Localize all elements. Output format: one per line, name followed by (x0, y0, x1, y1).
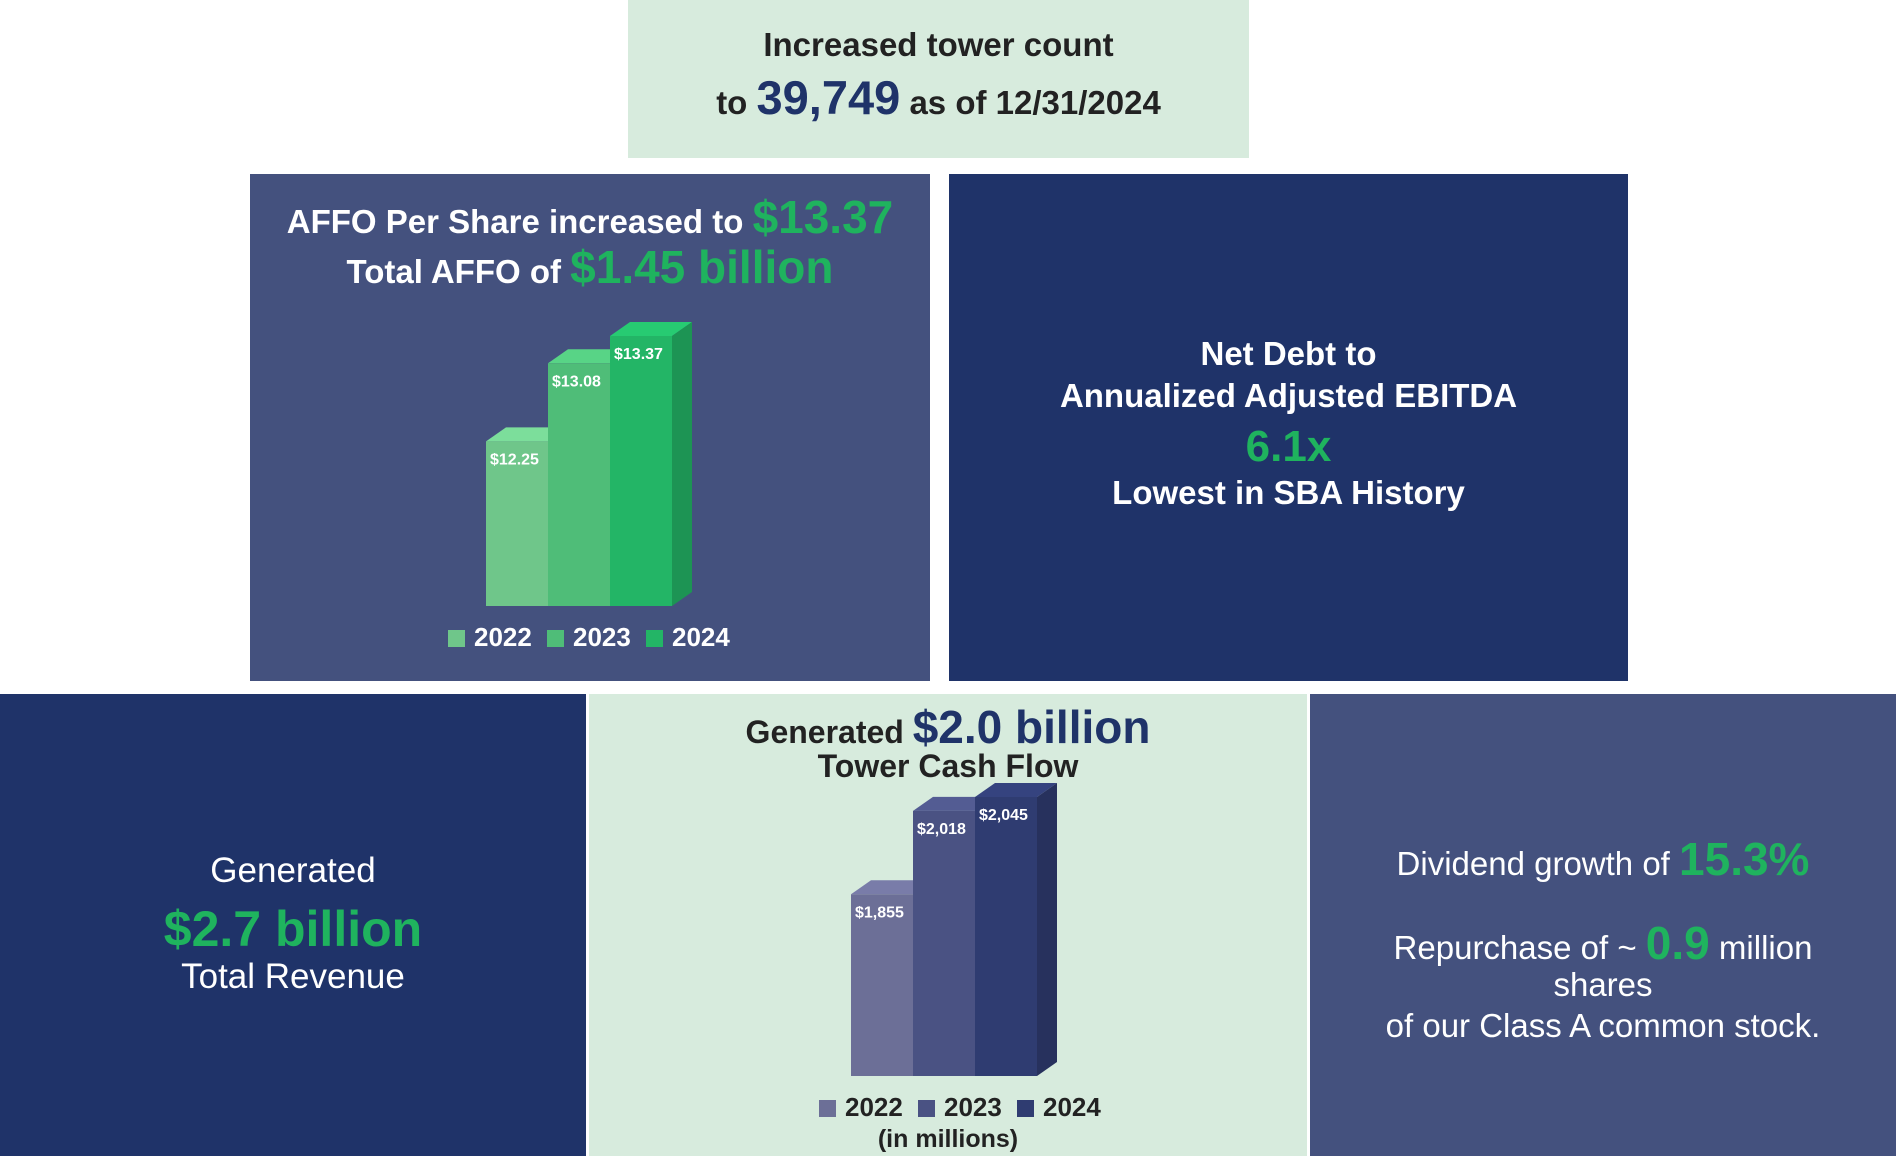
legend-label-2023: 2023 (944, 1092, 1002, 1122)
tcf-headline-text: Generated (745, 714, 904, 750)
repurchase-suffix: million (1718, 929, 1813, 966)
bar-top-2022 (851, 880, 933, 895)
dividend-growth-value: 15.3% (1679, 833, 1810, 885)
data-label-2024: $2,045 (979, 807, 1028, 824)
net-debt-value: 6.1x (1245, 422, 1332, 471)
legend-swatch-2023 (547, 630, 564, 647)
data-label-2024: $13.37 (614, 346, 663, 363)
bar-top-2023 (913, 796, 995, 811)
total-affo-line: Total AFFO of $1.45 billion (250, 240, 930, 294)
net-debt-line1: Net Debt to (1200, 335, 1377, 372)
affo-bar-chart: $12.25 $13.08 $13.37 2022 2023 2024 (448, 322, 730, 652)
bar-2024 (610, 336, 672, 606)
legend-swatch-2023 (918, 1100, 935, 1117)
data-label-2023: $13.08 (552, 373, 601, 390)
dividend-panel: Dividend growth of 15.3% Repurchase of ~… (1310, 694, 1896, 1156)
dividend-growth-line: Dividend growth of 15.3% (1310, 832, 1896, 886)
tower-count-value: 39,749 (756, 71, 901, 124)
revenue-line3: Total Revenue (181, 957, 405, 996)
legend-label-2024: 2024 (672, 622, 730, 652)
legend-label-2022: 2022 (845, 1092, 903, 1122)
total-affo-value: $1.45 billion (570, 241, 834, 293)
bar-2023 (913, 810, 975, 1076)
repurchase-prefix: Repurchase of ~ (1393, 929, 1637, 966)
tcf-headline-value: $2.0 billion (912, 701, 1151, 753)
repurchase-line3: shares (1553, 966, 1653, 1003)
tcf-headline: Generated $2.0 billion (589, 700, 1307, 754)
tcf-subtitle: Tower Cash Flow (817, 748, 1079, 784)
bar-top-2024 (610, 322, 692, 336)
tower-cash-flow-bar-chart: $1,855 $2,018 $2,045 2022 2023 2024 (in millio… (819, 783, 1101, 1153)
affo-per-share-text: AFFO Per Share increased to (286, 203, 744, 240)
bar-top-2022 (486, 427, 568, 442)
legend-swatch-2024 (646, 630, 663, 647)
repurchase-line4: of our Class A common stock. (1385, 1007, 1821, 1044)
data-label-2023: $2,018 (917, 821, 966, 838)
bar-2024 (975, 797, 1037, 1076)
bar-2022 (486, 441, 548, 606)
tower-count-line: to 39,749 as of 12/31/2024 (628, 70, 1249, 125)
bar-side-2024 (672, 322, 692, 606)
tower-cash-flow-panel: Generated $2.0 billion Tower Cash Flow $… (589, 694, 1307, 1156)
bar-side-2024 (1037, 783, 1057, 1076)
bar-2023 (548, 363, 610, 606)
affo-panel: AFFO Per Share increased to $13.37 Total… (250, 174, 930, 681)
total-revenue-panel: Generated $2.7 billion Total Revenue (0, 694, 586, 1156)
net-debt-panel: Net Debt to Annualized Adjusted EBITDA 6… (949, 174, 1628, 681)
net-debt-line4: Lowest in SBA History (1112, 474, 1465, 511)
legend-swatch-2024 (1017, 1100, 1034, 1117)
revenue-value: $2.7 billion (163, 901, 423, 957)
legend-label-2023: 2023 (573, 622, 631, 652)
tower-count-prefix: to (716, 84, 748, 121)
tower-count-heading: Increased tower count (763, 26, 1114, 63)
tower-count-suffix: as of 12/31/2024 (909, 84, 1161, 121)
dividend-growth-text: Dividend growth of (1396, 845, 1670, 882)
revenue-line1: Generated (210, 851, 376, 890)
legend-label-2022: 2022 (474, 622, 532, 652)
net-debt-line2: Annualized Adjusted EBITDA (1059, 377, 1518, 414)
legend-swatch-2022 (448, 630, 465, 647)
legend-label-2024: 2024 (1043, 1092, 1101, 1122)
tcf-unit-note: (in millions) (878, 1125, 1018, 1153)
total-affo-text: Total AFFO of (346, 253, 561, 290)
data-label-2022: $1,855 (855, 904, 904, 921)
legend-swatch-2022 (819, 1100, 836, 1117)
affo-per-share-value: $13.37 (752, 191, 894, 243)
bar-top-2024 (975, 783, 1057, 797)
repurchase-line: Repurchase of ~ 0.9 million (1310, 916, 1896, 970)
data-label-2022: $12.25 (490, 451, 539, 468)
affo-per-share-line: AFFO Per Share increased to $13.37 (250, 190, 930, 244)
tower-count-panel: Increased tower count to 39,749 as of 12… (628, 0, 1249, 158)
bar-top-2023 (548, 349, 630, 364)
repurchase-value: 0.9 (1645, 917, 1710, 969)
bar-2022 (851, 894, 913, 1076)
